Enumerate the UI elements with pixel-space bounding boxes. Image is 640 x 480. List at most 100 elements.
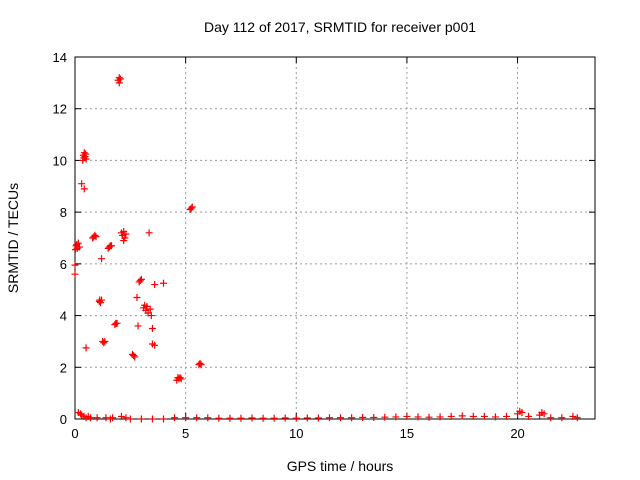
x-tick-label: 0: [71, 426, 78, 441]
data-point: [314, 414, 322, 422]
data-point: [130, 352, 138, 360]
data-point: [425, 413, 433, 421]
data-point: [381, 413, 389, 421]
data-point: [270, 414, 278, 422]
data-point: [392, 413, 400, 421]
chart-title: Day 112 of 2017, SRMTID for receiver p00…: [204, 19, 476, 35]
data-point: [248, 414, 256, 422]
data-point: [187, 204, 195, 212]
data-point: [573, 414, 581, 422]
data-point: [436, 413, 444, 421]
x-tick-labels: 0 5 10 15 20: [71, 426, 524, 441]
data-point: [303, 414, 311, 422]
data-point: [359, 413, 367, 421]
data-point: [98, 296, 106, 304]
data-point: [137, 415, 145, 423]
data-point: [197, 361, 205, 369]
x-tick-label: 20: [510, 426, 524, 441]
data-point: [71, 270, 79, 278]
data-point: [126, 415, 134, 423]
y-tick-label: 14: [53, 50, 67, 65]
data-point: [71, 261, 79, 269]
data-point: [226, 414, 234, 422]
data-point: [86, 414, 94, 422]
data-point: [101, 337, 109, 345]
data-point: [480, 412, 488, 420]
y-axis-title: SRMTID / TECUs: [5, 183, 21, 293]
data-point: [75, 243, 83, 251]
data-point: [491, 413, 499, 421]
y-tick-label: 8: [60, 205, 67, 220]
y-tick-label: 2: [60, 360, 67, 375]
data-point: [193, 414, 201, 422]
data-point: [525, 412, 533, 420]
data-point: [137, 275, 145, 283]
data-point: [469, 412, 477, 420]
data-point: [145, 229, 153, 237]
data-point: [569, 412, 577, 420]
data-point: [182, 414, 190, 422]
data-point: [188, 203, 196, 211]
data-point: [148, 415, 156, 423]
axis-ticks: [74, 56, 595, 420]
data-point: [337, 414, 345, 422]
data-point: [82, 155, 90, 163]
data-point: [82, 344, 90, 352]
data-points: [71, 74, 581, 423]
data-point: [115, 79, 123, 87]
data-point: [122, 414, 130, 422]
data-point: [147, 312, 155, 320]
data-point: [109, 414, 117, 422]
data-point: [348, 414, 356, 422]
data-point: [80, 149, 88, 157]
data-point: [160, 279, 168, 287]
data-point: [102, 414, 110, 422]
data-point: [74, 239, 82, 247]
plot-frame: [74, 56, 596, 420]
data-point: [281, 414, 289, 422]
data-point: [518, 409, 526, 417]
x-tick-label: 10: [289, 426, 303, 441]
data-point: [100, 339, 108, 347]
data-point: [171, 414, 179, 422]
data-point: [151, 341, 159, 349]
data-point: [116, 75, 124, 83]
data-point: [122, 230, 130, 238]
y-tick-label: 0: [60, 412, 67, 427]
data-point: [146, 305, 154, 313]
data-point: [204, 414, 212, 422]
data-point: [558, 414, 566, 422]
data-point: [176, 374, 184, 382]
y-tick-label: 12: [53, 102, 67, 117]
data-point: [98, 255, 106, 263]
data-point: [134, 322, 142, 330]
y-tick-labels: 0 2 4 6 8 10 12 14: [53, 50, 67, 427]
data-point: [80, 185, 88, 193]
data-point: [131, 353, 139, 361]
data-point: [133, 293, 141, 301]
data-point: [237, 414, 245, 422]
data-point: [325, 414, 333, 422]
x-axis-title: GPS time / hours: [287, 458, 394, 474]
y-tick-label: 6: [60, 257, 67, 272]
data-point: [540, 410, 548, 418]
y-tick-label: 10: [53, 153, 67, 168]
data-point: [458, 412, 466, 420]
data-point: [259, 414, 267, 422]
data-point: [502, 412, 510, 420]
x-tick-label: 15: [400, 426, 414, 441]
data-point: [120, 237, 128, 245]
data-point: [547, 414, 555, 422]
y-tick-label: 4: [60, 309, 67, 324]
x-tick-label: 5: [182, 426, 189, 441]
data-point: [177, 375, 185, 383]
data-point: [196, 359, 204, 367]
data-point: [148, 325, 156, 332]
data-point: [108, 242, 116, 250]
data-point: [78, 180, 86, 188]
data-point: [151, 281, 159, 289]
data-point: [215, 414, 223, 422]
grid-lines: [75, 57, 595, 419]
data-point: [292, 414, 300, 422]
